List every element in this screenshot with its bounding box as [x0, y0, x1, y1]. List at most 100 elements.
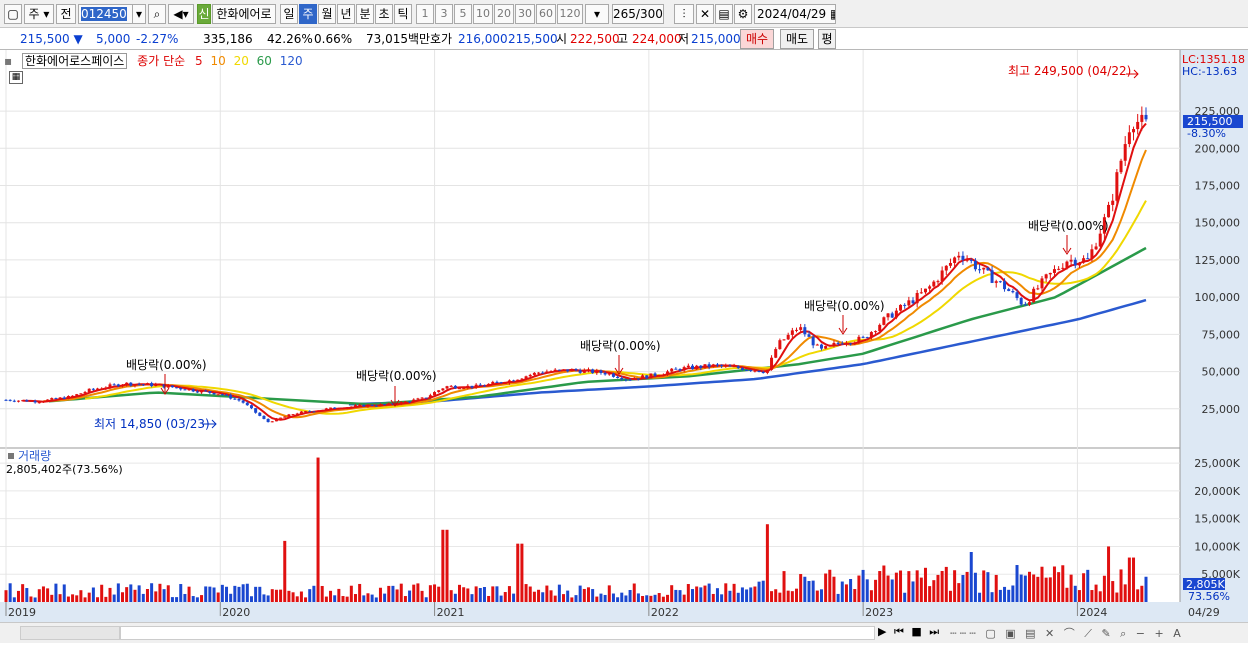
gear-icon[interactable]: ⚙	[734, 4, 752, 24]
volume-bar	[424, 597, 428, 602]
interval-120[interactable]: 120	[557, 4, 583, 24]
legend-stock-name[interactable]: 한화에어로스페이스	[21, 53, 128, 69]
crosshair-icon[interactable]: ✕	[696, 4, 714, 24]
calendar-icon[interactable]: ▦	[830, 7, 835, 21]
candle-body	[308, 411, 312, 413]
open-value: 222,500	[570, 32, 620, 46]
interval-30[interactable]: 30	[515, 4, 535, 24]
candle-body	[370, 404, 374, 406]
volume-bar	[449, 590, 453, 602]
candle-body	[528, 374, 532, 377]
period-month[interactable]: 월	[318, 4, 336, 24]
candle-body	[578, 370, 582, 373]
candle-body	[183, 389, 187, 391]
volume-bar	[254, 586, 258, 602]
volume-bar	[408, 590, 412, 602]
volume-bar	[312, 585, 316, 602]
scroll-thumb[interactable]	[120, 626, 875, 640]
candle-body	[932, 281, 936, 287]
sound-icon[interactable]: ◀▾	[168, 4, 194, 24]
candle-body	[249, 405, 253, 409]
volume-bar	[108, 587, 112, 602]
candle-body	[262, 415, 266, 419]
period-tick[interactable]: 틱	[394, 4, 412, 24]
candle-body	[416, 398, 420, 400]
volume-bar	[678, 590, 682, 602]
volume-bar	[474, 586, 478, 602]
volume-bar	[29, 596, 33, 602]
period-day[interactable]: 일	[280, 4, 298, 24]
volume-bar	[100, 584, 104, 602]
candle-body	[607, 373, 611, 375]
search-icon[interactable]: ⌕	[148, 4, 166, 24]
candle-body	[462, 387, 466, 389]
volume-bar	[840, 581, 844, 602]
chart-area[interactable]: 25,000 50,000 75,000 100,000 125,000 150,000 1…	[0, 50, 1248, 643]
volume-bar	[703, 585, 707, 602]
candle-body	[208, 391, 212, 393]
code-dropdown-icon[interactable]: ▾	[132, 4, 146, 24]
period-minute[interactable]: 분	[356, 4, 374, 24]
volume-panel-icon[interactable]	[8, 453, 14, 459]
scroll-track[interactable]	[20, 626, 120, 640]
prev-button[interactable]: 전	[56, 4, 76, 24]
tool-icons[interactable]: ┄┄┄ ▢ ▣ ▤ ✕ ⌒ ⟋ ✎ ⌕ − + A	[950, 627, 1184, 640]
stock-code-input[interactable]: 012450	[78, 4, 146, 24]
period-week[interactable]: 주	[299, 4, 317, 24]
volume-bar	[869, 590, 873, 602]
candle-body	[403, 401, 407, 403]
volume-bar	[458, 584, 462, 602]
window-menu-icon[interactable]: ▢	[4, 4, 22, 24]
volume-bar	[936, 574, 940, 602]
count-field[interactable]: 265/300	[612, 4, 664, 24]
low-annotation: 최저 14,850 (03/23)	[94, 417, 210, 431]
period-second[interactable]: 초	[375, 4, 393, 24]
period-year[interactable]: 년	[337, 4, 355, 24]
volume-bar	[1090, 590, 1094, 602]
interval-1[interactable]: 1	[416, 4, 434, 24]
volume-bar	[466, 588, 470, 602]
volume-bar	[907, 571, 911, 602]
candle-body	[811, 336, 815, 346]
volume-bar	[387, 585, 391, 602]
price-tick-label: 225,000	[1195, 105, 1241, 118]
date-field[interactable]: 2024/04/29 ▦	[754, 4, 836, 24]
price-volume-chart[interactable]: 25,000 50,000 75,000 100,000 125,000 150,000 1…	[0, 50, 1248, 643]
save-icon[interactable]: ▤	[715, 4, 733, 24]
price-tick-label: 150,000	[1195, 217, 1241, 230]
candle-body	[1127, 132, 1131, 145]
candle-body	[441, 388, 445, 391]
candle-body	[295, 413, 299, 415]
playback-controls[interactable]: ▶ ⏮ ■ ⏭	[878, 625, 942, 638]
candle-body	[882, 317, 886, 325]
volume-bar	[1011, 585, 1015, 602]
interval-20[interactable]: 20	[494, 4, 514, 24]
market-select[interactable]: 주 ▾	[24, 4, 54, 24]
volume-bar	[757, 581, 761, 602]
interval-60[interactable]: 60	[536, 4, 556, 24]
interval-5[interactable]: 5	[454, 4, 472, 24]
volume-bar	[874, 579, 878, 602]
volume-bar	[886, 575, 890, 602]
grid-toggle-icon[interactable]: ▦	[9, 71, 23, 84]
interval-dropdown[interactable]: ▾	[585, 4, 609, 24]
candle-body	[541, 372, 545, 374]
volume-bar	[420, 590, 424, 602]
candle-body	[1094, 246, 1098, 250]
interval-3[interactable]: 3	[435, 4, 453, 24]
volume-bar	[58, 594, 62, 602]
price-tick-label: 175,000	[1195, 180, 1241, 193]
candle-body	[736, 366, 740, 369]
buy-button[interactable]: 매수	[740, 29, 774, 49]
volume-bar	[50, 594, 54, 602]
candle-body	[341, 408, 345, 410]
candle-body	[770, 357, 774, 370]
interval-10[interactable]: 10	[473, 4, 493, 24]
candle-type-icon[interactable]: ⫶	[674, 4, 694, 24]
bid1: 216,000	[458, 32, 508, 46]
volume-bar	[370, 594, 374, 602]
sell-button[interactable]: 매도	[780, 29, 814, 49]
volume-bar	[1032, 574, 1036, 602]
eval-button[interactable]: 평	[818, 29, 836, 49]
candle-body	[445, 386, 449, 389]
